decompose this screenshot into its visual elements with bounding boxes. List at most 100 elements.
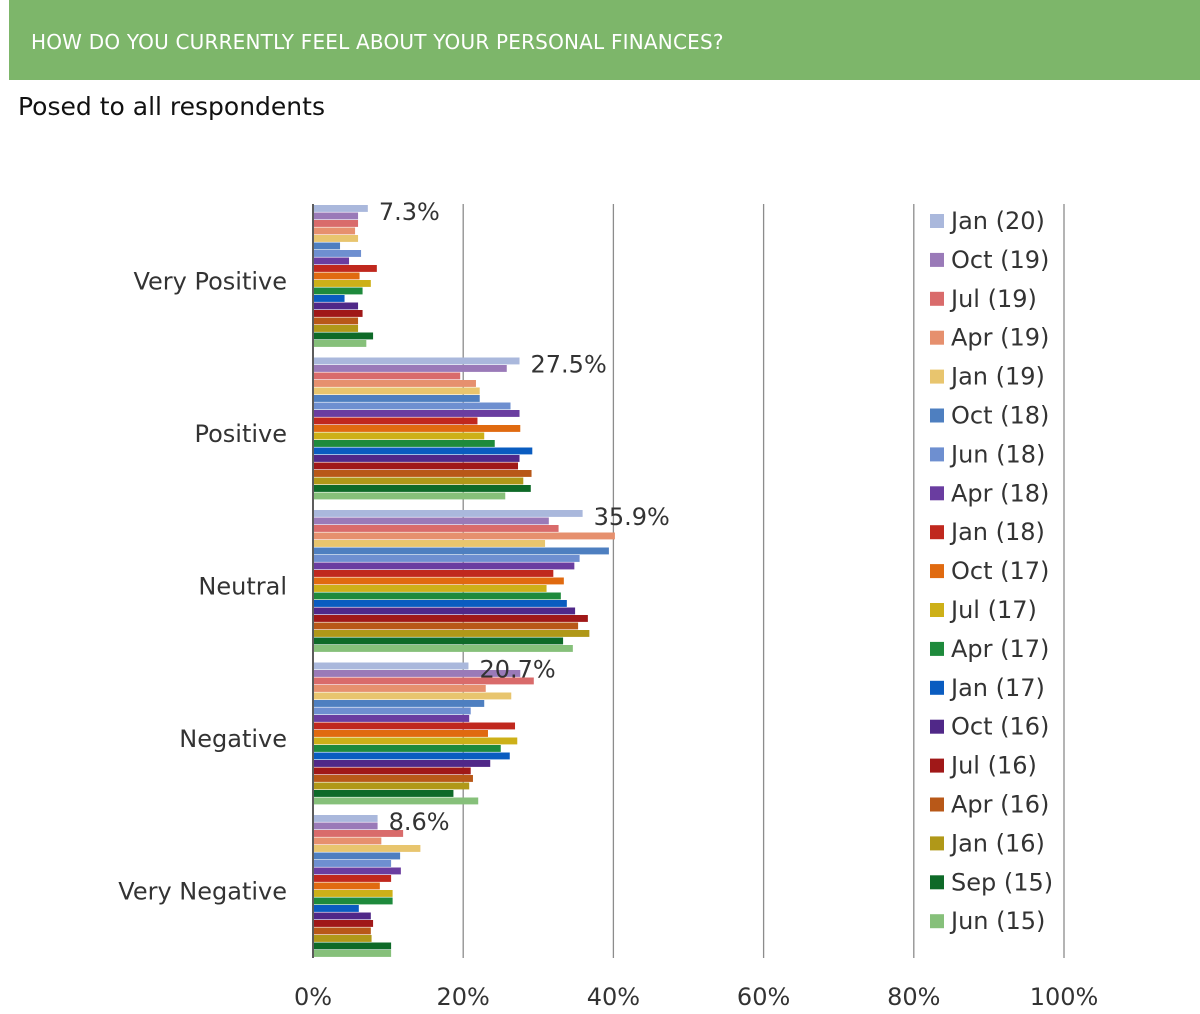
- legend-swatch: [930, 447, 944, 462]
- bar: [314, 722, 516, 730]
- x-tick-label: 20%: [437, 983, 490, 1011]
- title-banner: HOW DO YOU CURRENTLY FEEL ABOUT YOUR PER…: [9, 0, 1200, 80]
- bar: [314, 737, 518, 745]
- bar: [314, 395, 480, 402]
- x-tick-label: 60%: [737, 983, 790, 1011]
- bar: [314, 707, 471, 715]
- bar: [314, 867, 401, 875]
- bar: [314, 927, 371, 935]
- bar: [314, 890, 393, 897]
- bar: [314, 622, 579, 630]
- legend-item: Apr (16): [951, 791, 1049, 819]
- bar: [314, 477, 524, 485]
- legend-swatch: [930, 369, 944, 384]
- legend-item: Apr (17): [951, 635, 1049, 663]
- legend-swatch: [930, 875, 944, 890]
- bar: [314, 447, 533, 455]
- bar: [314, 592, 561, 600]
- bar: [314, 897, 393, 905]
- bar: [314, 235, 359, 242]
- legend-swatch: [930, 564, 944, 579]
- bar: [314, 257, 350, 265]
- legend-item: Jul (17): [949, 596, 1037, 624]
- bar: [314, 775, 473, 782]
- legend-item: Jul (19): [949, 285, 1037, 313]
- legend-swatch: [930, 797, 944, 812]
- bar: [314, 822, 378, 830]
- bar: [314, 417, 478, 425]
- legend-swatch: [930, 291, 944, 306]
- bar: [314, 365, 507, 372]
- bar: [314, 510, 583, 517]
- bar: [314, 730, 488, 737]
- category-label: Positive: [194, 420, 287, 448]
- bar: [314, 220, 359, 227]
- bar: [314, 532, 615, 540]
- legend-item: Oct (16): [951, 713, 1049, 741]
- bar: [314, 860, 392, 867]
- bar: [314, 310, 363, 317]
- bar: [314, 485, 531, 492]
- bar: [314, 760, 491, 767]
- bar: [314, 752, 510, 760]
- category-label: Negative: [179, 725, 287, 753]
- bar: [314, 272, 360, 280]
- legend-item: Jan (20): [949, 207, 1045, 235]
- legend-item: Jan (18): [949, 518, 1045, 546]
- bar: [314, 562, 575, 570]
- bar: [314, 280, 371, 287]
- legend-swatch: [930, 408, 944, 423]
- bar: [314, 455, 520, 462]
- bar: [314, 265, 377, 272]
- data-label: 27.5%: [531, 351, 607, 379]
- bar: [314, 425, 521, 432]
- legend-swatch: [930, 758, 944, 773]
- bar: [314, 295, 345, 302]
- x-tick-label: 0%: [294, 983, 332, 1011]
- legend-item: Oct (18): [951, 402, 1049, 430]
- bar: [314, 325, 359, 332]
- bar: [314, 577, 564, 585]
- bar: [314, 302, 359, 310]
- bar: [314, 685, 486, 692]
- bar: [314, 920, 374, 927]
- legend-item: Jan (19): [949, 363, 1045, 391]
- bar: [314, 815, 378, 822]
- bar: [314, 845, 421, 852]
- bar: [314, 332, 374, 340]
- legend-swatch: [930, 836, 944, 851]
- bar: [314, 525, 559, 532]
- bar: [314, 570, 554, 577]
- bar: [314, 882, 380, 890]
- bar: [314, 492, 506, 500]
- chart-title: HOW DO YOU CURRENTLY FEEL ABOUT YOUR PER…: [31, 30, 724, 54]
- legend-swatch: [930, 214, 944, 228]
- bar: [314, 540, 546, 547]
- bar: [314, 600, 567, 607]
- bar: [314, 935, 372, 942]
- bar: [314, 585, 547, 592]
- bar: [314, 462, 519, 470]
- legend-item: Oct (17): [951, 557, 1049, 585]
- bar: [314, 250, 362, 257]
- bar: [314, 662, 469, 670]
- bar: [314, 745, 501, 752]
- bar: [314, 410, 520, 417]
- bar: [314, 380, 476, 387]
- bar: [314, 782, 470, 790]
- bar: [314, 715, 470, 722]
- bar: [314, 830, 404, 837]
- bar: [314, 767, 471, 775]
- bar: [314, 340, 367, 347]
- bar: [314, 905, 359, 912]
- bar: [314, 700, 485, 707]
- legend-swatch: [930, 680, 944, 695]
- bar: [314, 357, 520, 365]
- legend-item: Apr (19): [951, 324, 1049, 352]
- bar: [314, 242, 341, 250]
- bar: [314, 797, 479, 805]
- bar: [314, 615, 588, 622]
- bar: [314, 637, 564, 645]
- bar: [314, 317, 359, 325]
